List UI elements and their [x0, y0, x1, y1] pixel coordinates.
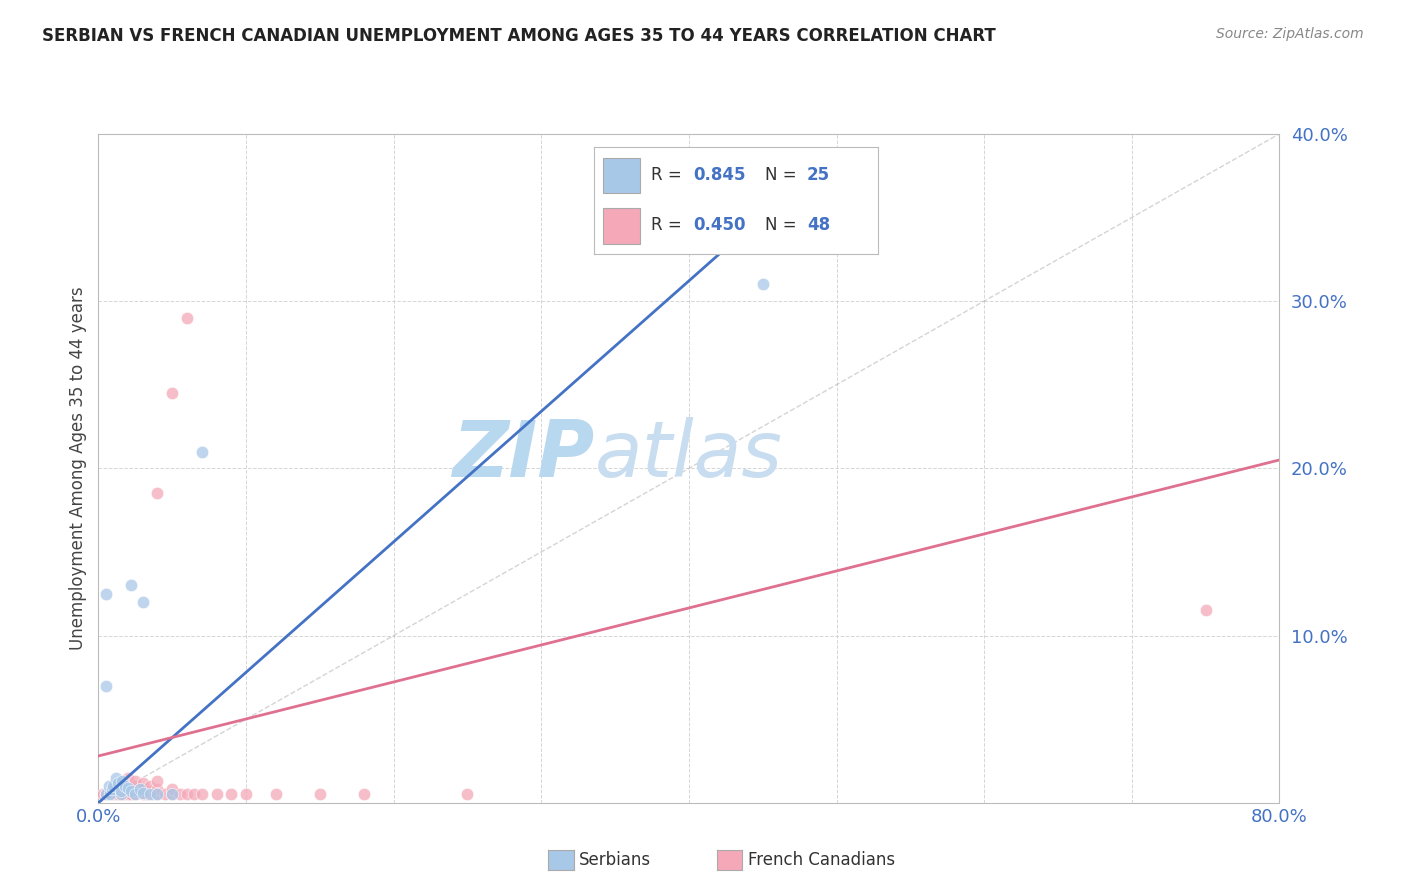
Point — [456, 788, 478, 802]
Point — [117, 788, 139, 802]
Point — [139, 788, 162, 802]
Point — [124, 788, 146, 802]
Point — [111, 774, 134, 789]
Point — [105, 771, 128, 785]
Point — [139, 779, 162, 793]
Point — [117, 779, 139, 793]
Point — [142, 788, 165, 802]
Point — [169, 788, 191, 802]
Point — [132, 786, 155, 800]
Point — [205, 788, 228, 802]
Point — [146, 788, 169, 802]
Point — [132, 788, 155, 802]
Point — [191, 444, 214, 458]
Point — [114, 779, 136, 793]
Point — [110, 779, 132, 793]
Point — [139, 784, 162, 798]
Point — [117, 780, 139, 795]
Point — [751, 277, 773, 292]
Text: French Canadians: French Canadians — [748, 851, 896, 869]
Point — [98, 788, 121, 802]
Point — [110, 788, 132, 802]
Point — [124, 788, 146, 802]
Point — [94, 587, 117, 601]
Y-axis label: Unemployment Among Ages 35 to 44 years: Unemployment Among Ages 35 to 44 years — [69, 286, 87, 650]
Point — [128, 782, 150, 797]
Point — [94, 788, 117, 802]
Point — [219, 788, 242, 802]
Point — [183, 788, 205, 802]
Point — [91, 788, 114, 802]
Point — [132, 775, 155, 790]
Point — [176, 310, 198, 325]
Point — [127, 784, 149, 798]
Point — [103, 788, 125, 802]
Text: Serbians: Serbians — [579, 851, 651, 869]
Point — [235, 788, 257, 802]
Point — [146, 788, 169, 802]
Point — [162, 782, 183, 797]
Point — [120, 578, 142, 592]
Point — [107, 775, 129, 790]
Point — [124, 779, 146, 793]
Point — [191, 788, 214, 802]
Point — [110, 788, 132, 802]
Point — [94, 679, 117, 693]
Point — [120, 784, 142, 798]
Point — [97, 779, 120, 793]
Point — [162, 386, 183, 401]
Point — [146, 486, 169, 500]
Point — [124, 774, 146, 789]
Point — [103, 779, 125, 793]
Point — [153, 788, 176, 802]
Point — [105, 788, 128, 802]
Point — [132, 782, 155, 797]
Point — [94, 788, 117, 802]
Point — [114, 784, 136, 798]
Point — [120, 788, 142, 802]
Point — [135, 788, 157, 802]
Point — [132, 595, 155, 609]
Point — [162, 788, 183, 802]
Point — [103, 779, 125, 793]
Point — [110, 784, 132, 798]
Point — [176, 788, 198, 802]
Point — [112, 788, 135, 802]
Point — [146, 774, 169, 789]
Point — [162, 788, 183, 802]
Point — [100, 782, 122, 797]
Point — [146, 782, 169, 797]
Point — [117, 771, 139, 785]
Point — [107, 788, 129, 802]
Point — [264, 788, 287, 802]
Point — [98, 788, 121, 802]
Point — [97, 788, 120, 802]
Text: ZIP: ZIP — [453, 417, 595, 493]
Text: Source: ZipAtlas.com: Source: ZipAtlas.com — [1216, 27, 1364, 41]
Text: SERBIAN VS FRENCH CANADIAN UNEMPLOYMENT AMONG AGES 35 TO 44 YEARS CORRELATION CH: SERBIAN VS FRENCH CANADIAN UNEMPLOYMENT … — [42, 27, 995, 45]
Text: atlas: atlas — [595, 417, 782, 493]
Point — [353, 788, 375, 802]
Point — [309, 788, 332, 802]
Point — [1195, 603, 1218, 617]
